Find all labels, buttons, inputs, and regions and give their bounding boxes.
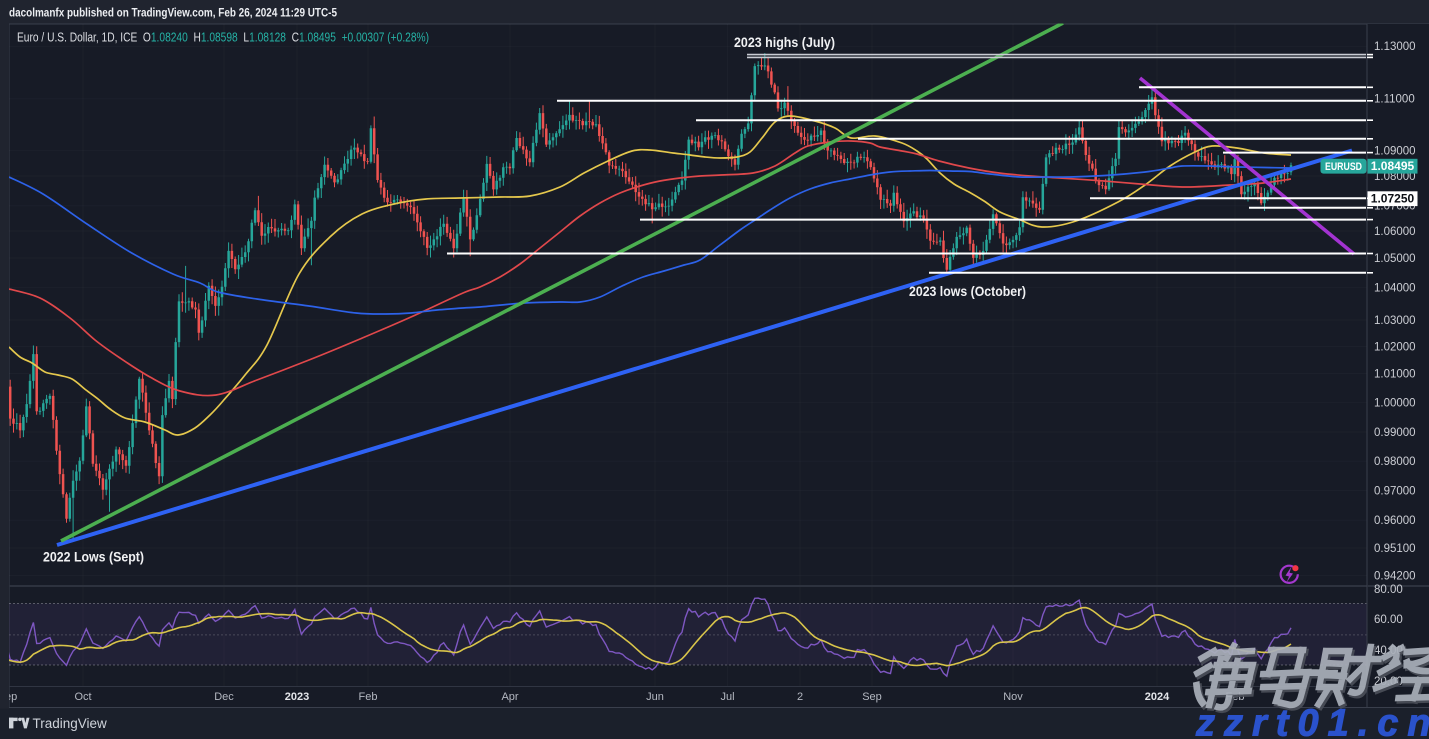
svg-text:2023: 2023 (285, 691, 309, 703)
svg-text:1.03000: 1.03000 (1374, 315, 1416, 327)
svg-text:zzrt01.cn: zzrt01.cn (1195, 703, 1429, 739)
svg-text:2: 2 (797, 691, 803, 703)
svg-text:1.13000: 1.13000 (1374, 41, 1416, 53)
svg-text:0.96000: 0.96000 (1374, 515, 1416, 527)
svg-text:TradingView: TradingView (33, 716, 108, 731)
svg-text:Dec: Dec (214, 691, 234, 703)
svg-text:0.98000: 0.98000 (1374, 456, 1416, 468)
svg-text:1.08495: 1.08495 (1371, 159, 1415, 173)
svg-text:Nov: Nov (1003, 691, 1023, 703)
svg-text:0.94200: 0.94200 (1374, 570, 1416, 582)
svg-text:0.95100: 0.95100 (1374, 543, 1416, 555)
svg-text:2022 Lows (Sept): 2022 Lows (Sept) (43, 550, 144, 565)
svg-text:Sep: Sep (862, 691, 882, 703)
svg-text:1.07250: 1.07250 (1371, 192, 1415, 206)
svg-text:1.01000: 1.01000 (1374, 368, 1416, 380)
svg-text:1.08000: 1.08000 (1374, 171, 1416, 183)
svg-text:Euro / U.S. Dollar, 1D, ICE O: Euro / U.S. Dollar, 1D, ICE O1.08240 H1.… (17, 31, 429, 45)
svg-text:2024: 2024 (1145, 691, 1170, 703)
svg-text:dacolmanfx published on Tradin: dacolmanfx published on TradingView.com,… (9, 6, 337, 20)
svg-text:Feb: Feb (359, 691, 378, 703)
svg-text:0.99000: 0.99000 (1374, 427, 1416, 439)
svg-text:Jun: Jun (646, 691, 664, 703)
svg-text:1.05000: 1.05000 (1374, 253, 1416, 265)
svg-text:2023 lows (October): 2023 lows (October) (909, 284, 1026, 299)
svg-text:2023 highs (July): 2023 highs (July) (734, 35, 835, 50)
svg-text:1.04000: 1.04000 (1374, 282, 1416, 294)
svg-text:60.00: 60.00 (1374, 614, 1403, 626)
svg-text:Apr: Apr (501, 691, 518, 703)
svg-text:0.97000: 0.97000 (1374, 485, 1416, 497)
svg-text:Oct: Oct (74, 691, 91, 703)
svg-text:Jul: Jul (720, 691, 734, 703)
svg-text:EURUSD: EURUSD (1325, 161, 1362, 173)
svg-text:1.00000: 1.00000 (1374, 397, 1416, 409)
svg-text:1.09000: 1.09000 (1374, 145, 1416, 157)
svg-text:1.06000: 1.06000 (1374, 226, 1416, 238)
svg-text:1.02000: 1.02000 (1374, 341, 1416, 353)
svg-text:80.00: 80.00 (1374, 584, 1403, 596)
svg-text:1.11000: 1.11000 (1374, 94, 1415, 106)
